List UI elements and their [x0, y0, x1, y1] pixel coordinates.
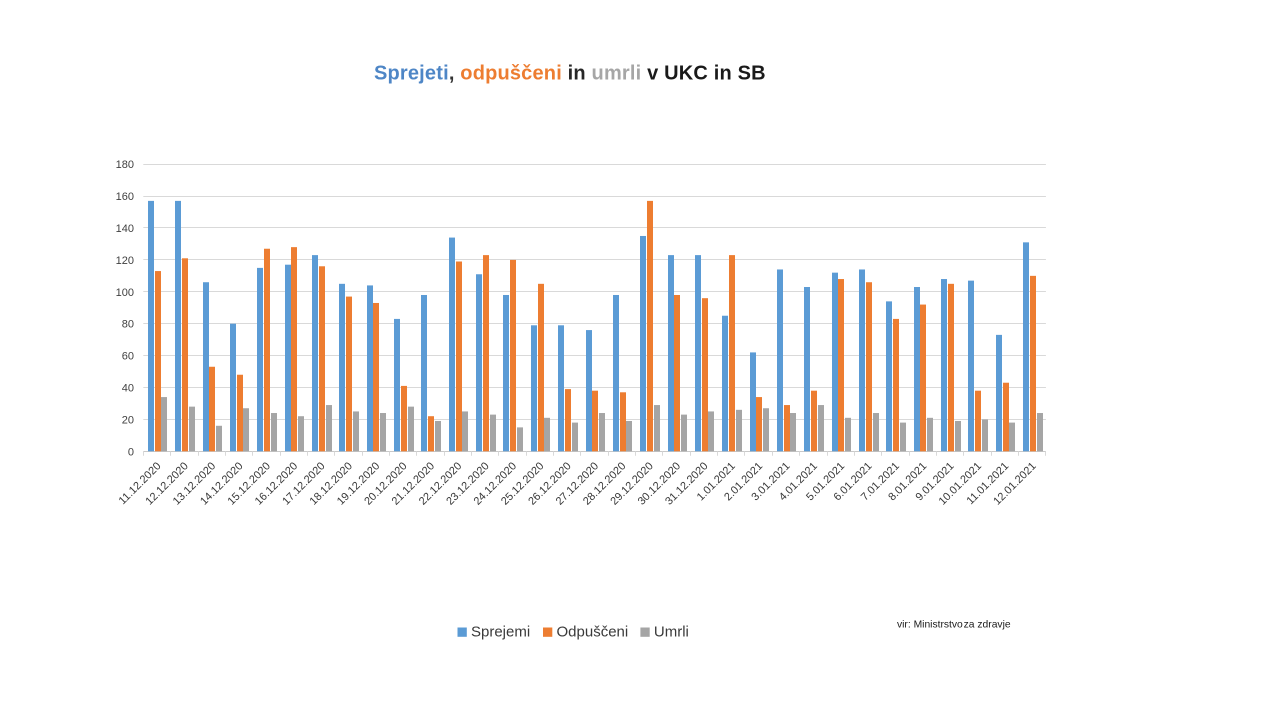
svg-text:40: 40 [122, 383, 134, 395]
svg-text:120: 120 [116, 255, 134, 267]
svg-text:140: 140 [116, 223, 134, 235]
svg-text:Sprejemi: Sprejemi [471, 624, 530, 641]
svg-text:180: 180 [116, 159, 134, 171]
svg-text:80: 80 [122, 319, 134, 331]
svg-text:vir: Ministrstvo za zdravje: vir: Ministrstvo za zdravje [897, 619, 1011, 630]
svg-text:20: 20 [122, 414, 134, 426]
svg-text:Odpuščeni: Odpuščeni [557, 624, 629, 641]
svg-text:60: 60 [122, 351, 134, 363]
svg-text:100: 100 [116, 287, 134, 299]
svg-text:Umrli: Umrli [654, 624, 689, 641]
svg-text:Sprejeti, odpuščeni in umrli v: Sprejeti, odpuščeni in umrli v UKC in SB [374, 63, 766, 85]
svg-text:0: 0 [128, 446, 134, 458]
svg-text:160: 160 [116, 191, 134, 203]
